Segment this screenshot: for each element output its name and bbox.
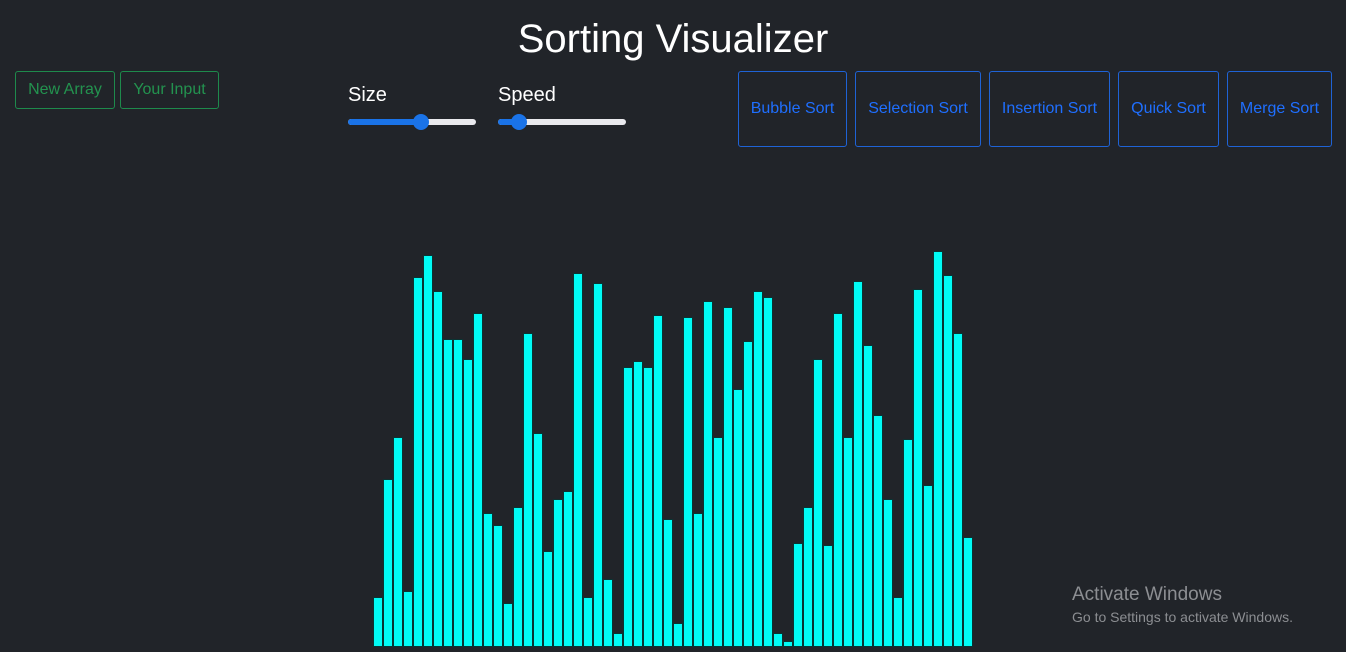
array-bar — [613, 633, 623, 647]
size-slider-thumb[interactable] — [412, 114, 429, 130]
array-bar — [823, 545, 833, 647]
your-input-button[interactable]: Your Input — [120, 71, 219, 109]
array-bar — [553, 499, 563, 647]
array-bar — [703, 301, 713, 647]
array-bar — [903, 439, 913, 647]
size-label: Size — [348, 84, 387, 106]
array-bar — [953, 333, 963, 647]
speed-label: Speed — [498, 84, 556, 106]
array-bar — [453, 339, 463, 647]
array-bar — [603, 579, 613, 647]
array-bar — [863, 345, 873, 647]
array-bar — [833, 313, 843, 647]
selection-sort-button[interactable]: Selection Sort — [855, 71, 981, 147]
insertion-sort-button[interactable]: Insertion Sort — [989, 71, 1110, 147]
array-bar — [433, 291, 443, 647]
array-bar — [803, 507, 813, 647]
array-bar — [653, 315, 663, 647]
array-bar — [373, 597, 383, 647]
watermark-subtitle: Go to Settings to activate Windows. — [1072, 609, 1293, 625]
array-bar — [783, 641, 793, 647]
array-bar — [643, 367, 653, 647]
speed-slider-fill — [498, 119, 520, 125]
array-bar — [843, 437, 853, 647]
array-bar — [923, 485, 933, 647]
array-bar — [413, 277, 423, 647]
array-bar — [873, 415, 883, 647]
size-slider[interactable] — [348, 114, 476, 130]
array-bar — [913, 289, 923, 647]
array-bar — [663, 519, 673, 647]
array-bar — [773, 633, 783, 647]
array-bar — [673, 623, 683, 647]
array-bar — [503, 603, 513, 647]
array-bar — [573, 273, 583, 647]
speed-slider[interactable] — [498, 114, 626, 130]
array-bar — [393, 437, 403, 647]
size-slider-fill — [348, 119, 421, 125]
activate-windows-watermark: Activate Windows Go to Settings to activ… — [1072, 583, 1293, 627]
array-bar — [753, 291, 763, 647]
array-bar — [963, 537, 973, 647]
array-bar — [583, 597, 593, 647]
array-bar — [693, 513, 703, 647]
speed-slider-track[interactable] — [498, 119, 626, 125]
array-bar — [593, 283, 603, 647]
array-bar — [733, 389, 743, 647]
array-bar — [723, 307, 733, 647]
array-bar — [623, 367, 633, 647]
array-bar — [543, 551, 553, 647]
array-bar — [893, 597, 903, 647]
array-bar — [763, 297, 773, 647]
array-bars — [373, 170, 973, 647]
array-bar — [633, 361, 643, 647]
bubble-sort-button[interactable]: Bubble Sort — [738, 71, 847, 147]
array-bar — [683, 317, 693, 647]
array-bar — [423, 255, 433, 647]
array-bar — [943, 275, 953, 647]
array-bar — [883, 499, 893, 647]
watermark-title: Activate Windows — [1072, 584, 1222, 605]
array-bar — [443, 339, 453, 647]
array-bar — [743, 341, 753, 647]
array-bar — [403, 591, 413, 647]
array-bar — [473, 313, 483, 647]
speed-slider-thumb[interactable] — [511, 114, 528, 130]
array-bar — [793, 543, 803, 647]
array-bar — [493, 525, 503, 647]
array-bar — [463, 359, 473, 647]
array-bar — [853, 281, 863, 647]
array-bar — [513, 507, 523, 647]
array-bar — [933, 251, 943, 647]
new-array-button[interactable]: New Array — [15, 71, 115, 109]
array-bar — [713, 437, 723, 647]
array-bar — [483, 513, 493, 647]
array-bar — [563, 491, 573, 647]
merge-sort-button[interactable]: Merge Sort — [1227, 71, 1332, 147]
page-title: Sorting Visualizer — [517, 17, 829, 61]
array-bar — [813, 359, 823, 647]
array-bar — [523, 333, 533, 647]
array-bar — [533, 433, 543, 647]
array-bar — [383, 479, 393, 647]
quick-sort-button[interactable]: Quick Sort — [1118, 71, 1219, 147]
